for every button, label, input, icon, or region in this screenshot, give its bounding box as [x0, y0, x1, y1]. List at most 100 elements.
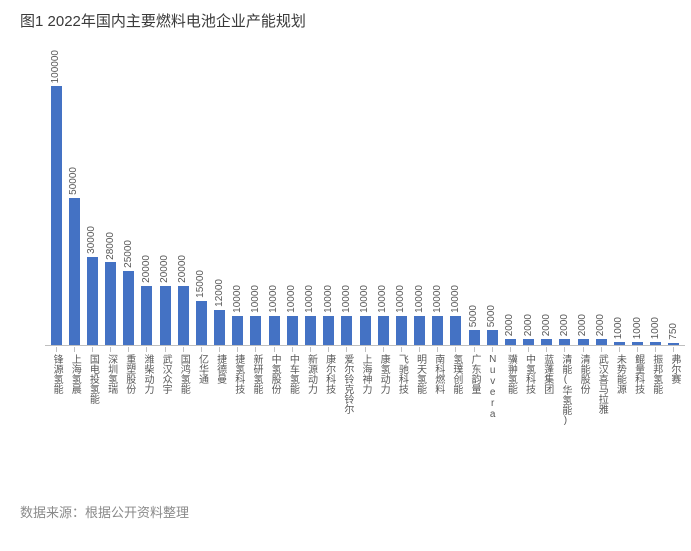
x-tick: 清能股份	[574, 347, 592, 426]
bar-slot: 10000	[356, 50, 374, 345]
bar-rect	[614, 342, 625, 345]
bar-slot: 1000	[629, 50, 647, 345]
bar-slot: 5000	[465, 50, 483, 345]
bar-slot: 20000	[174, 50, 192, 345]
x-tick: 爱尔铃克铃尔	[338, 347, 356, 426]
tick-mark	[146, 347, 147, 352]
tick-mark	[128, 347, 129, 352]
x-tick-label: 潍柴动力	[142, 354, 152, 394]
x-tick-label: 中氢科技	[524, 354, 534, 394]
bar-rect	[523, 339, 534, 345]
bar-rect	[559, 339, 570, 345]
bar-rect	[178, 286, 189, 345]
x-tick-label: 捷氢科技	[233, 354, 243, 394]
bar-slot: 10000	[392, 50, 410, 345]
bar-value-label: 10000	[305, 285, 315, 313]
bar-value-label: 10000	[451, 285, 461, 313]
x-tick-label: 国电投氢能	[87, 354, 97, 404]
tick-mark	[655, 347, 656, 352]
x-tick: 弗尔赛	[665, 347, 683, 426]
bar-rect	[141, 286, 152, 345]
bar-rect	[487, 330, 498, 345]
bar-rect	[305, 316, 316, 346]
x-tick-label: 振邦氢能	[651, 354, 661, 394]
x-tick-label: 清能股份	[578, 354, 588, 394]
bar-value-label: 10000	[360, 285, 370, 313]
x-tick-label: 南科燃料	[433, 354, 443, 394]
bar-slot: 10000	[410, 50, 428, 345]
bar-slot: 2000	[501, 50, 519, 345]
x-tick-label: 重塑股份	[124, 354, 134, 394]
x-tick: Nuvera	[483, 347, 501, 426]
bar-value-label: 10000	[415, 285, 425, 313]
bar-slot: 10000	[429, 50, 447, 345]
bar-value-label: 2000	[524, 314, 534, 336]
x-tick-label: 清能(华氢能)	[560, 354, 570, 426]
x-tick: 飞驰科技	[392, 347, 410, 426]
bar-rect	[51, 86, 62, 345]
bar-slot: 10000	[320, 50, 338, 345]
bar-rect	[105, 262, 116, 345]
bar-rect	[414, 316, 425, 346]
bar-rect	[287, 316, 298, 346]
x-tick: 新研氢能	[247, 347, 265, 426]
x-tick: 南科燃料	[429, 347, 447, 426]
bar-slot: 10000	[447, 50, 465, 345]
x-tick: 捷氢科技	[229, 347, 247, 426]
bar-value-label: 10000	[251, 285, 261, 313]
bar-rect	[632, 342, 643, 345]
tick-mark	[292, 347, 293, 352]
bar-rect	[650, 342, 661, 345]
tick-mark	[365, 347, 366, 352]
bar-slot: 12000	[211, 50, 229, 345]
bar-rect	[432, 316, 443, 346]
tick-mark	[383, 347, 384, 352]
bar-value-label: 2000	[542, 314, 552, 336]
plot-area: 1000005000030000280002500020000200002000…	[45, 51, 685, 346]
bar-rect	[269, 316, 280, 346]
chart-title: 图1 2022年国内主要燃料电池企业产能规划	[20, 10, 676, 31]
tick-mark	[401, 347, 402, 352]
x-tick-label: 蓝蓬集团	[542, 354, 552, 394]
x-tick-label: 武汉众宇	[160, 354, 170, 394]
x-tick: 亿华通	[192, 347, 210, 426]
bar-slot: 10000	[283, 50, 301, 345]
x-tick: 骥翀氢能	[501, 347, 519, 426]
x-tick: 振邦氢能	[647, 347, 665, 426]
x-tick: 国鸿氢能	[174, 347, 192, 426]
x-tick: 明天氢能	[410, 347, 428, 426]
x-tick: 捷德曼	[211, 347, 229, 426]
x-tick: 武汉喜马拉雅	[592, 347, 610, 426]
x-tick: 中氢科技	[519, 347, 537, 426]
bar-rect	[232, 316, 243, 346]
x-tick-label: 武汉喜马拉雅	[596, 354, 606, 414]
x-tick: 国电投氢能	[83, 347, 101, 426]
x-tick-label: 锋源氢能	[51, 354, 61, 394]
x-tick: 鲲量科技	[629, 347, 647, 426]
bar-slot: 2000	[538, 50, 556, 345]
tick-mark	[474, 347, 475, 352]
x-tick-label: Nuvera	[487, 354, 497, 420]
x-axis: 锋源氢能上海氢晨国电投氢能深圳氢瑞重塑股份潍柴动力武汉众宇国鸿氢能亿华通捷德曼捷…	[45, 347, 685, 426]
x-tick-label: 新研氢能	[251, 354, 261, 394]
x-tick: 深圳氢瑞	[102, 347, 120, 426]
bar-rect	[250, 316, 261, 346]
bar-value-label: 10000	[433, 285, 443, 313]
tick-mark	[437, 347, 438, 352]
x-tick: 清能(华氢能)	[556, 347, 574, 426]
x-tick: 潍柴动力	[138, 347, 156, 426]
x-tick-label: 骥翀氢能	[505, 354, 515, 394]
bar-slot: 50000	[65, 50, 83, 345]
bar-rect	[578, 339, 589, 345]
tick-mark	[601, 347, 602, 352]
bar-rect	[214, 310, 225, 345]
x-tick: 氢璞创能	[447, 347, 465, 426]
chart-area: 1000005000030000280002500020000200002000…	[45, 51, 685, 471]
bar-rect	[596, 339, 607, 345]
bar-slot: 2000	[519, 50, 537, 345]
x-tick-label: 新源动力	[305, 354, 315, 394]
bar-value-label: 1000	[651, 317, 661, 339]
x-tick: 康尔科技	[320, 347, 338, 426]
bar-rect	[160, 286, 171, 345]
tick-mark	[673, 347, 674, 352]
